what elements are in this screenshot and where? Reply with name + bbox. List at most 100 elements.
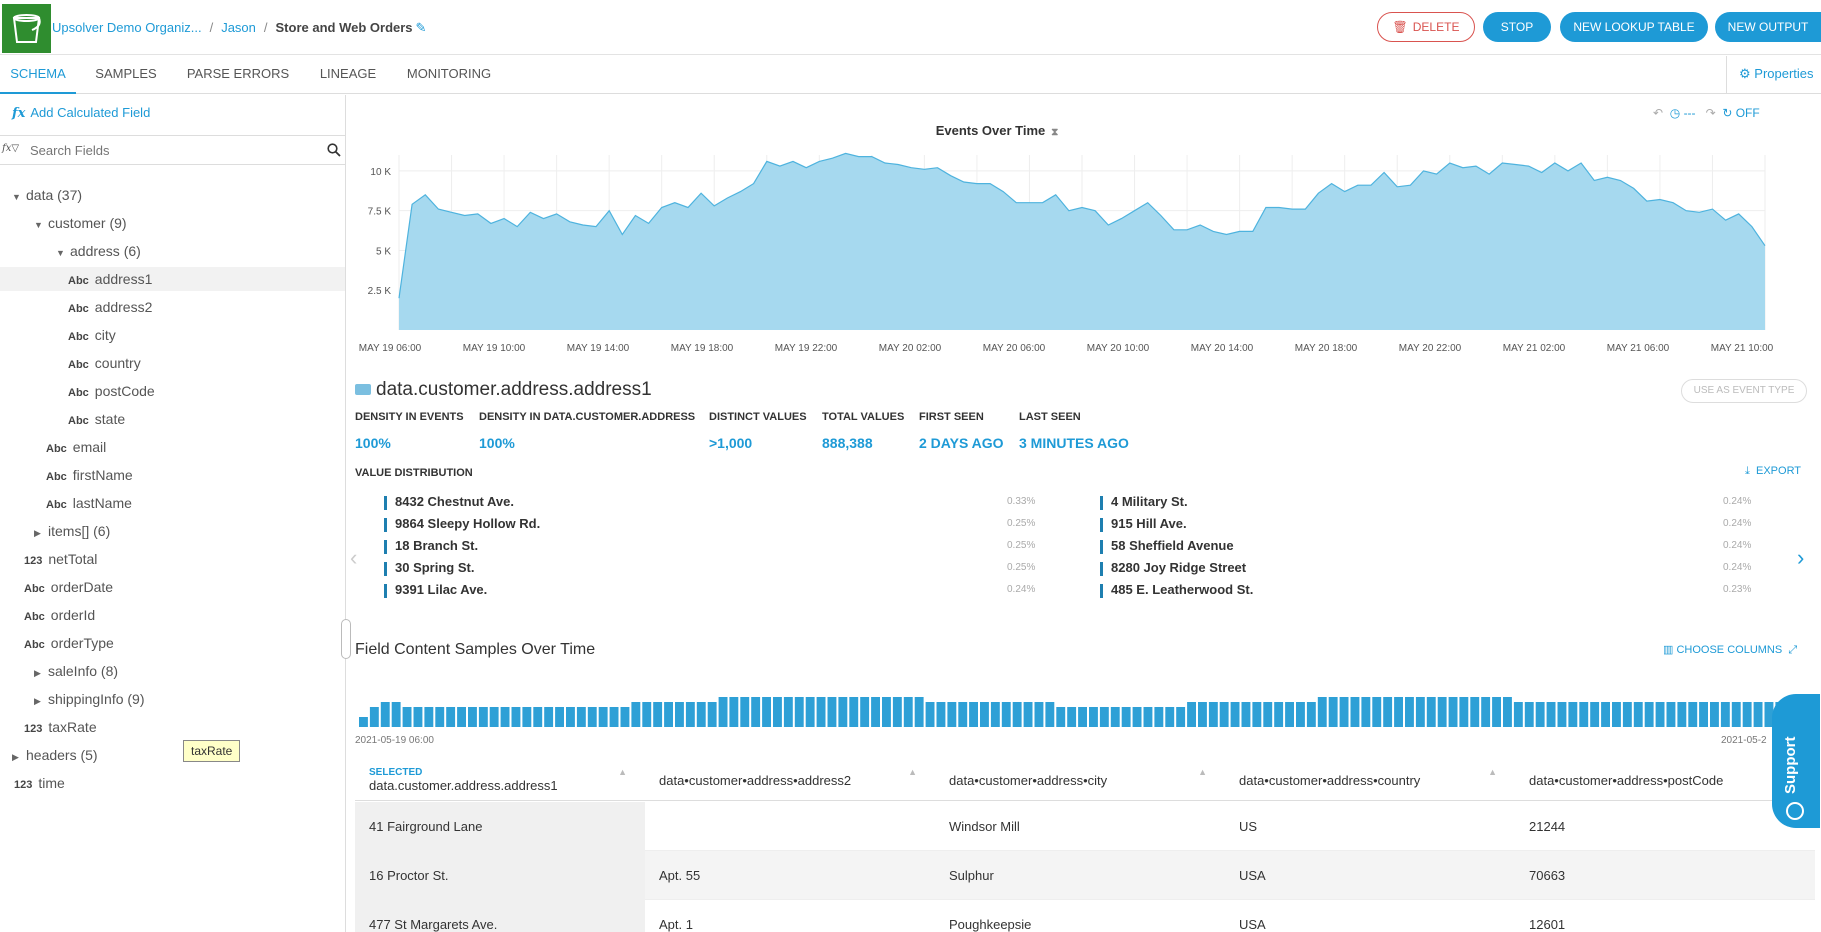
distribution-item[interactable]: 18 Branch St. — [384, 535, 478, 557]
export-button[interactable]: ⤓ EXPORT — [1745, 465, 1802, 477]
collapsed-caret-icon[interactable]: ▶ — [34, 528, 41, 538]
histogram-bar — [1394, 697, 1403, 727]
table-row[interactable]: 41 Fairground Lane Windsor Mill US 21244 — [355, 802, 1815, 851]
clock-icon[interactable]: ◷ — [1669, 106, 1681, 120]
properties-button[interactable]: ⚙ Properties — [1726, 56, 1821, 94]
tree-item[interactable]: Abc address2 — [0, 295, 345, 319]
stop-button[interactable]: STOP — [1483, 12, 1551, 42]
fx-filter-icon[interactable]: fx▽ — [2, 143, 20, 154]
distribution-item[interactable]: 30 Spring St. — [384, 557, 474, 579]
distribution-percent: 0.24% — [1723, 562, 1752, 573]
search-fields-input[interactable] — [30, 140, 320, 160]
distribution-item[interactable]: 9391 Lilac Ave. — [384, 579, 487, 601]
tree-item-label: time — [38, 775, 65, 791]
expanded-caret-icon[interactable]: ▼ — [34, 220, 43, 230]
histogram-bar — [707, 702, 717, 727]
tree-item-label: items[] (6) — [48, 523, 111, 539]
distribution-item[interactable]: 4 Military St. — [1100, 491, 1188, 513]
histogram-bar — [587, 707, 597, 727]
edit-pencil-icon[interactable]: ✎ — [415, 20, 427, 35]
column-header-city[interactable]: data•customer•address•city ▲ — [949, 767, 1207, 788]
histogram-bar — [696, 702, 706, 727]
distribution-item[interactable]: 58 Sheffield Avenue — [1100, 535, 1234, 557]
tree-item[interactable]: 123 netTotal — [0, 547, 345, 571]
delete-button[interactable]: 🗑 DELETE — [1377, 12, 1475, 42]
tab-monitoring[interactable]: MONITORING — [406, 66, 492, 81]
expanded-caret-icon[interactable]: ▼ — [12, 192, 21, 202]
distribution-item[interactable]: 485 E. Leatherwood St. — [1100, 579, 1253, 601]
column-header-address1[interactable]: SELECTED data.customer.address.address1 ▲ — [369, 767, 627, 793]
tree-item[interactable]: Abc address1 — [0, 267, 345, 291]
download-icon: ⤓ — [1745, 465, 1750, 477]
tree-item[interactable]: 123 taxRate — [0, 715, 345, 739]
histogram-bar — [1285, 702, 1294, 727]
new-lookup-table-button[interactable]: NEW LOOKUP TABLE — [1560, 12, 1708, 42]
upsolver-logo[interactable] — [2, 4, 51, 53]
collapsed-caret-icon[interactable]: ▶ — [34, 668, 41, 678]
search-icon[interactable] — [327, 143, 341, 157]
tree-item[interactable]: Abc orderDate — [0, 575, 345, 599]
tree-item[interactable]: ▶ headers (5) — [0, 743, 345, 767]
prev-arrow-icon[interactable]: ‹ — [350, 545, 358, 570]
tree-item[interactable]: ▶ shippingInfo (9) — [0, 687, 345, 711]
tab-lineage[interactable]: LINEAGE — [319, 66, 377, 81]
histogram-bar — [489, 707, 499, 727]
expand-icon[interactable]: ⤢ — [1788, 644, 1798, 656]
tab-parse-errors[interactable]: PARSE ERRORS — [186, 66, 290, 81]
field-type-badge: 123 — [14, 779, 33, 791]
histogram-bar — [925, 702, 935, 727]
choose-columns-button[interactable]: ▥ CHOOSE COLUMNS ⤢ — [1663, 644, 1798, 656]
histogram-bar — [903, 697, 913, 727]
expanded-caret-icon[interactable]: ▼ — [56, 248, 65, 258]
histogram-bar — [359, 717, 368, 727]
new-output-button[interactable]: NEW OUTPUT — [1715, 12, 1821, 42]
histogram-bar — [1535, 702, 1545, 727]
tree-item[interactable]: ▼ address (6) — [0, 239, 345, 263]
use-as-event-type-button[interactable]: USE AS EVENT TYPE — [1681, 379, 1807, 403]
distribution-bar — [1100, 495, 1103, 510]
table-row[interactable]: 16 Proctor St. Apt. 55 Sulphur USA 70663 — [355, 851, 1815, 900]
refresh-icon[interactable]: ↻ — [1722, 106, 1733, 120]
tree-item[interactable]: ▶ items[] (6) — [0, 519, 345, 543]
tree-item[interactable]: Abc lastName — [0, 491, 345, 515]
histogram-bar — [1241, 702, 1251, 727]
tree-item[interactable]: Abc city — [0, 323, 345, 347]
undo-icon[interactable]: ↶ — [1653, 106, 1664, 120]
tree-item[interactable]: Abc email — [0, 435, 345, 459]
column-header-country[interactable]: data•customer•address•country ▲ — [1239, 767, 1497, 788]
tree-item[interactable]: ▶ saleInfo (8) — [0, 659, 345, 683]
column-header-postcode[interactable]: data•customer•address•postCode — [1529, 773, 1724, 788]
column-header-address2[interactable]: data•customer•address•address2 ▲ — [659, 767, 917, 788]
tree-item[interactable]: Abc orderId — [0, 603, 345, 627]
tree-item[interactable]: Abc orderType — [0, 631, 345, 655]
histogram-bar — [1045, 702, 1055, 727]
table-row[interactable]: 477 St Margarets Ave. Apt. 1 Poughkeepsie U… — [355, 900, 1815, 932]
tree-item[interactable]: ▼ customer (9) — [0, 211, 345, 235]
tree-item[interactable]: Abc country — [0, 351, 345, 375]
collapsed-caret-icon[interactable]: ▶ — [12, 752, 19, 762]
histogram-bar — [511, 707, 521, 727]
tree-item[interactable]: 123 time — [0, 771, 345, 795]
collapsed-caret-icon[interactable]: ▶ — [34, 696, 41, 706]
resize-handle[interactable] — [341, 619, 351, 659]
tab-schema[interactable]: SCHEMA — [0, 56, 76, 94]
histogram-bar — [794, 697, 804, 727]
tree-item[interactable]: Abc postCode — [0, 379, 345, 403]
redo-icon[interactable]: ↷ — [1705, 106, 1716, 120]
support-button[interactable]: Support — [1772, 694, 1820, 828]
tree-item-label: orderDate — [50, 579, 114, 595]
distribution-item[interactable]: 8280 Joy Ridge Street — [1100, 557, 1246, 579]
add-calculated-field-button[interactable]: fx Add Calculated Field — [12, 105, 151, 121]
tree-item[interactable]: ▼ data (37) — [0, 183, 345, 207]
tree-item[interactable]: Abc firstName — [0, 463, 345, 487]
table-cell: 41 Fairground Lane — [355, 802, 645, 851]
breadcrumb-user[interactable]: Jason — [221, 20, 256, 35]
table-cell: 70663 — [1529, 868, 1566, 883]
distribution-item[interactable]: 915 Hill Ave. — [1100, 513, 1187, 535]
breadcrumb-org[interactable]: Upsolver Demo Organiz... — [52, 20, 202, 35]
tree-item[interactable]: Abc state — [0, 407, 345, 431]
distribution-item[interactable]: 8432 Chestnut Ave. — [384, 491, 514, 513]
next-arrow-icon[interactable]: › — [1797, 545, 1805, 570]
distribution-item[interactable]: 9864 Sleepy Hollow Rd. — [384, 513, 540, 535]
tab-samples[interactable]: SAMPLES — [95, 66, 157, 81]
